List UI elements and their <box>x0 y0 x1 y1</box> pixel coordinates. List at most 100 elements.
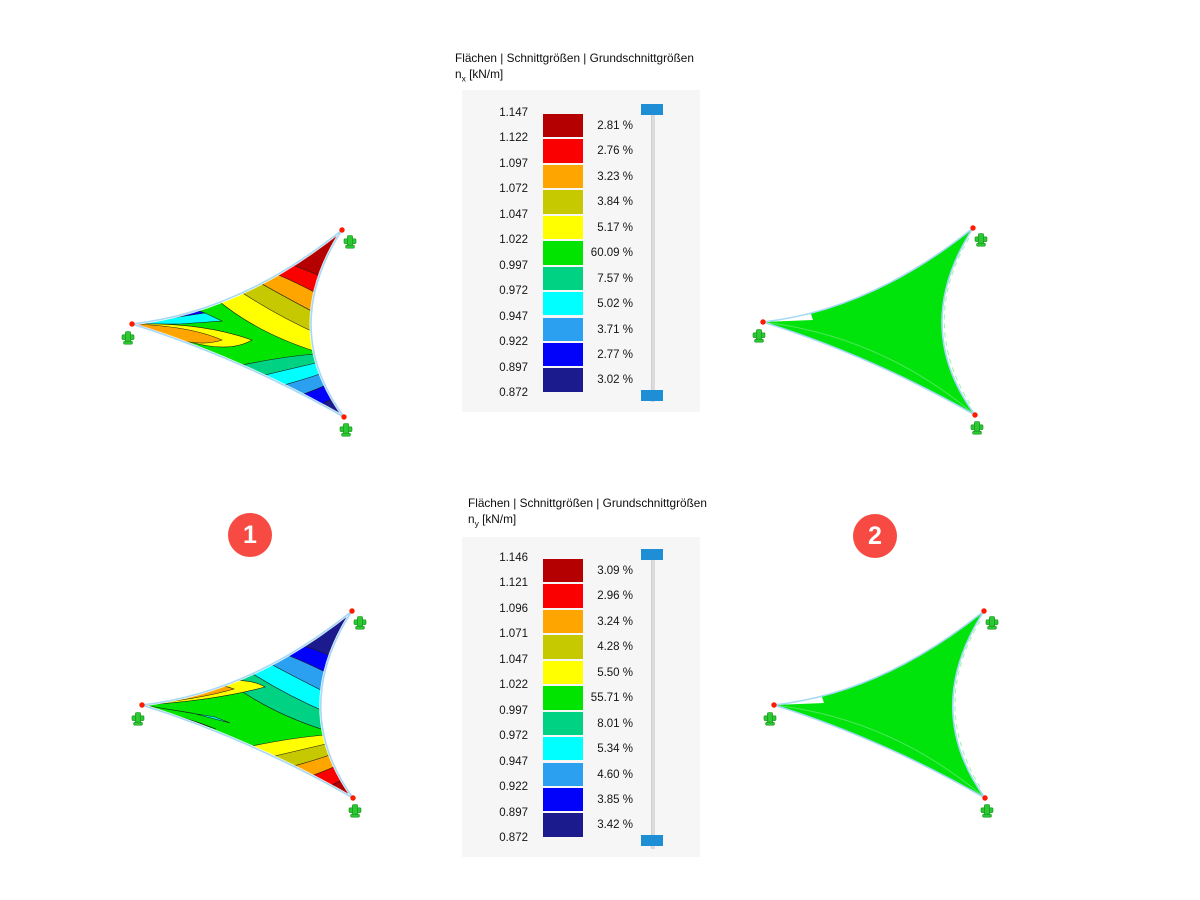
legend-swatch <box>543 787 583 812</box>
node-icon <box>349 608 355 614</box>
legend-percentage: 55.71 % <box>590 692 633 705</box>
node-icon <box>981 608 987 614</box>
legend-swatch <box>543 292 583 316</box>
legend-quantity: nx [kN/m] <box>455 66 504 83</box>
legend-value: 0.922 <box>499 336 528 349</box>
legend-percentage: 3.84 % <box>597 196 633 209</box>
node-icon <box>972 412 978 418</box>
node-icon <box>970 225 976 231</box>
legend-value: 0.997 <box>499 704 528 717</box>
legend-value: 0.872 <box>499 831 528 844</box>
membrane-model1-nx-contour[interactable] <box>110 210 370 440</box>
legend-values: 1.147 1.122 1.097 1.072 1.047 1.022 0.997 0.972… <box>462 90 528 412</box>
legend-percentage: 2.76 % <box>597 145 633 158</box>
legend-value: 1.122 <box>499 132 528 145</box>
legend-swatch <box>543 266 583 291</box>
node-icon <box>771 702 777 708</box>
legend-value: 1.071 <box>499 628 528 641</box>
legend-value: 0.922 <box>499 781 528 794</box>
legend-title-ny: Flächen | Schnittgrößen | Grundschnittgr… <box>468 496 707 531</box>
legend-swatch <box>543 660 583 685</box>
corner-supports <box>121 227 357 437</box>
membrane-model1-ny-contour[interactable] <box>120 595 380 835</box>
legend-swatch <box>543 368 583 392</box>
legend-percentage: 4.60 % <box>597 768 633 781</box>
node-icon <box>339 227 345 233</box>
legend-percentage: 60.09 % <box>590 247 633 260</box>
legend-percentages: 3.09 % 2.96 % 3.24 % 4.28 % 5.50 % 55.71 % 8.0… <box>571 559 633 839</box>
legend-swatch <box>543 711 583 736</box>
legend-percentage: 5.50 % <box>597 666 633 679</box>
legend-value: 0.947 <box>499 310 528 323</box>
legend-value: 1.047 <box>499 653 528 666</box>
legend-percentage: 5.34 % <box>597 743 633 756</box>
legend-percentage: 5.17 % <box>597 221 633 234</box>
badge-label: 1 <box>243 520 257 549</box>
legend-percentage: 2.81 % <box>597 120 633 132</box>
legend-swatch <box>543 139 583 163</box>
legend-percentage: 3.02 % <box>597 374 633 387</box>
legend-swatch <box>543 762 583 786</box>
contour-bands <box>132 230 344 417</box>
legend-swatch <box>543 584 583 608</box>
legend-percentage: 5.02 % <box>597 298 633 311</box>
legend-value: 1.147 <box>499 107 528 119</box>
legend-swatch <box>543 813 583 837</box>
legend-percentage: 3.24 % <box>597 615 633 628</box>
legend-value: 0.997 <box>499 259 528 272</box>
legend-percentage: 3.85 % <box>597 793 633 806</box>
legend-value: 0.872 <box>499 386 528 399</box>
legend-percentages: 2.81 % 2.76 % 3.23 % 3.84 % 5.17 % 60.09 % 7.5… <box>571 114 633 394</box>
slider-handle-bottom[interactable] <box>641 390 663 401</box>
node-icon <box>982 795 988 801</box>
legend-percentage: 2.96 % <box>597 590 633 603</box>
membrane-model2-nx-contour[interactable] <box>741 208 1001 438</box>
legend-value: 0.947 <box>499 755 528 768</box>
legend-value: 1.047 <box>499 208 528 221</box>
node-icon <box>341 414 347 420</box>
legend-value: 0.972 <box>499 730 528 743</box>
legend-swatch <box>543 635 583 659</box>
legend-swatch <box>543 317 583 341</box>
slider-handle-top[interactable] <box>641 549 663 560</box>
model2-number-badge: 2 <box>853 514 897 558</box>
node-icon <box>139 702 145 708</box>
legend-swatch <box>543 164 583 189</box>
legend-value: 0.972 <box>499 285 528 298</box>
legend-swatch <box>543 342 583 367</box>
legend-percentage: 3.23 % <box>597 170 633 183</box>
legend-value: 1.022 <box>499 679 528 692</box>
slider-handle-bottom[interactable] <box>641 835 663 846</box>
legend-quantity: ny [kN/m] <box>468 511 517 528</box>
node-icon <box>760 319 766 325</box>
legend-panel-ny: 1.146 1.121 1.096 1.071 1.047 1.022 0.997 0.972… <box>462 537 700 857</box>
legend-swatch <box>543 215 583 240</box>
legend-percentage: 8.01 % <box>597 717 633 730</box>
legend-swatches <box>543 114 583 394</box>
legend-value: 1.097 <box>499 157 528 170</box>
legend-swatch <box>543 609 583 634</box>
legend-swatch <box>543 190 583 214</box>
slider-track <box>651 106 655 402</box>
legend-value: 0.897 <box>499 806 528 819</box>
corner-supports <box>131 608 367 818</box>
legend-swatch <box>543 686 583 710</box>
legend-value: 1.146 <box>499 552 528 564</box>
corner-supports <box>763 608 999 818</box>
legend-title-line: Flächen | Schnittgrößen | Grundschnittgr… <box>455 51 694 65</box>
legend-swatch <box>543 559 583 583</box>
legend-percentage: 3.71 % <box>597 323 633 336</box>
legend-percentage: 2.77 % <box>597 348 633 361</box>
legend-values: 1.146 1.121 1.096 1.071 1.047 1.022 0.997 0.972… <box>462 537 528 857</box>
legend-title-line: Flächen | Schnittgrößen | Grundschnittgr… <box>468 496 707 510</box>
legend-value: 1.121 <box>499 577 528 590</box>
corner-supports <box>752 225 988 435</box>
slider-track <box>651 553 655 849</box>
slider-handle-top[interactable] <box>641 104 663 115</box>
membrane-surface <box>762 228 976 416</box>
legend-percentage: 3.42 % <box>597 819 633 832</box>
membrane-model2-ny-contour[interactable] <box>752 595 1012 835</box>
legend-swatch <box>543 114 583 138</box>
badge-label: 2 <box>868 521 882 550</box>
